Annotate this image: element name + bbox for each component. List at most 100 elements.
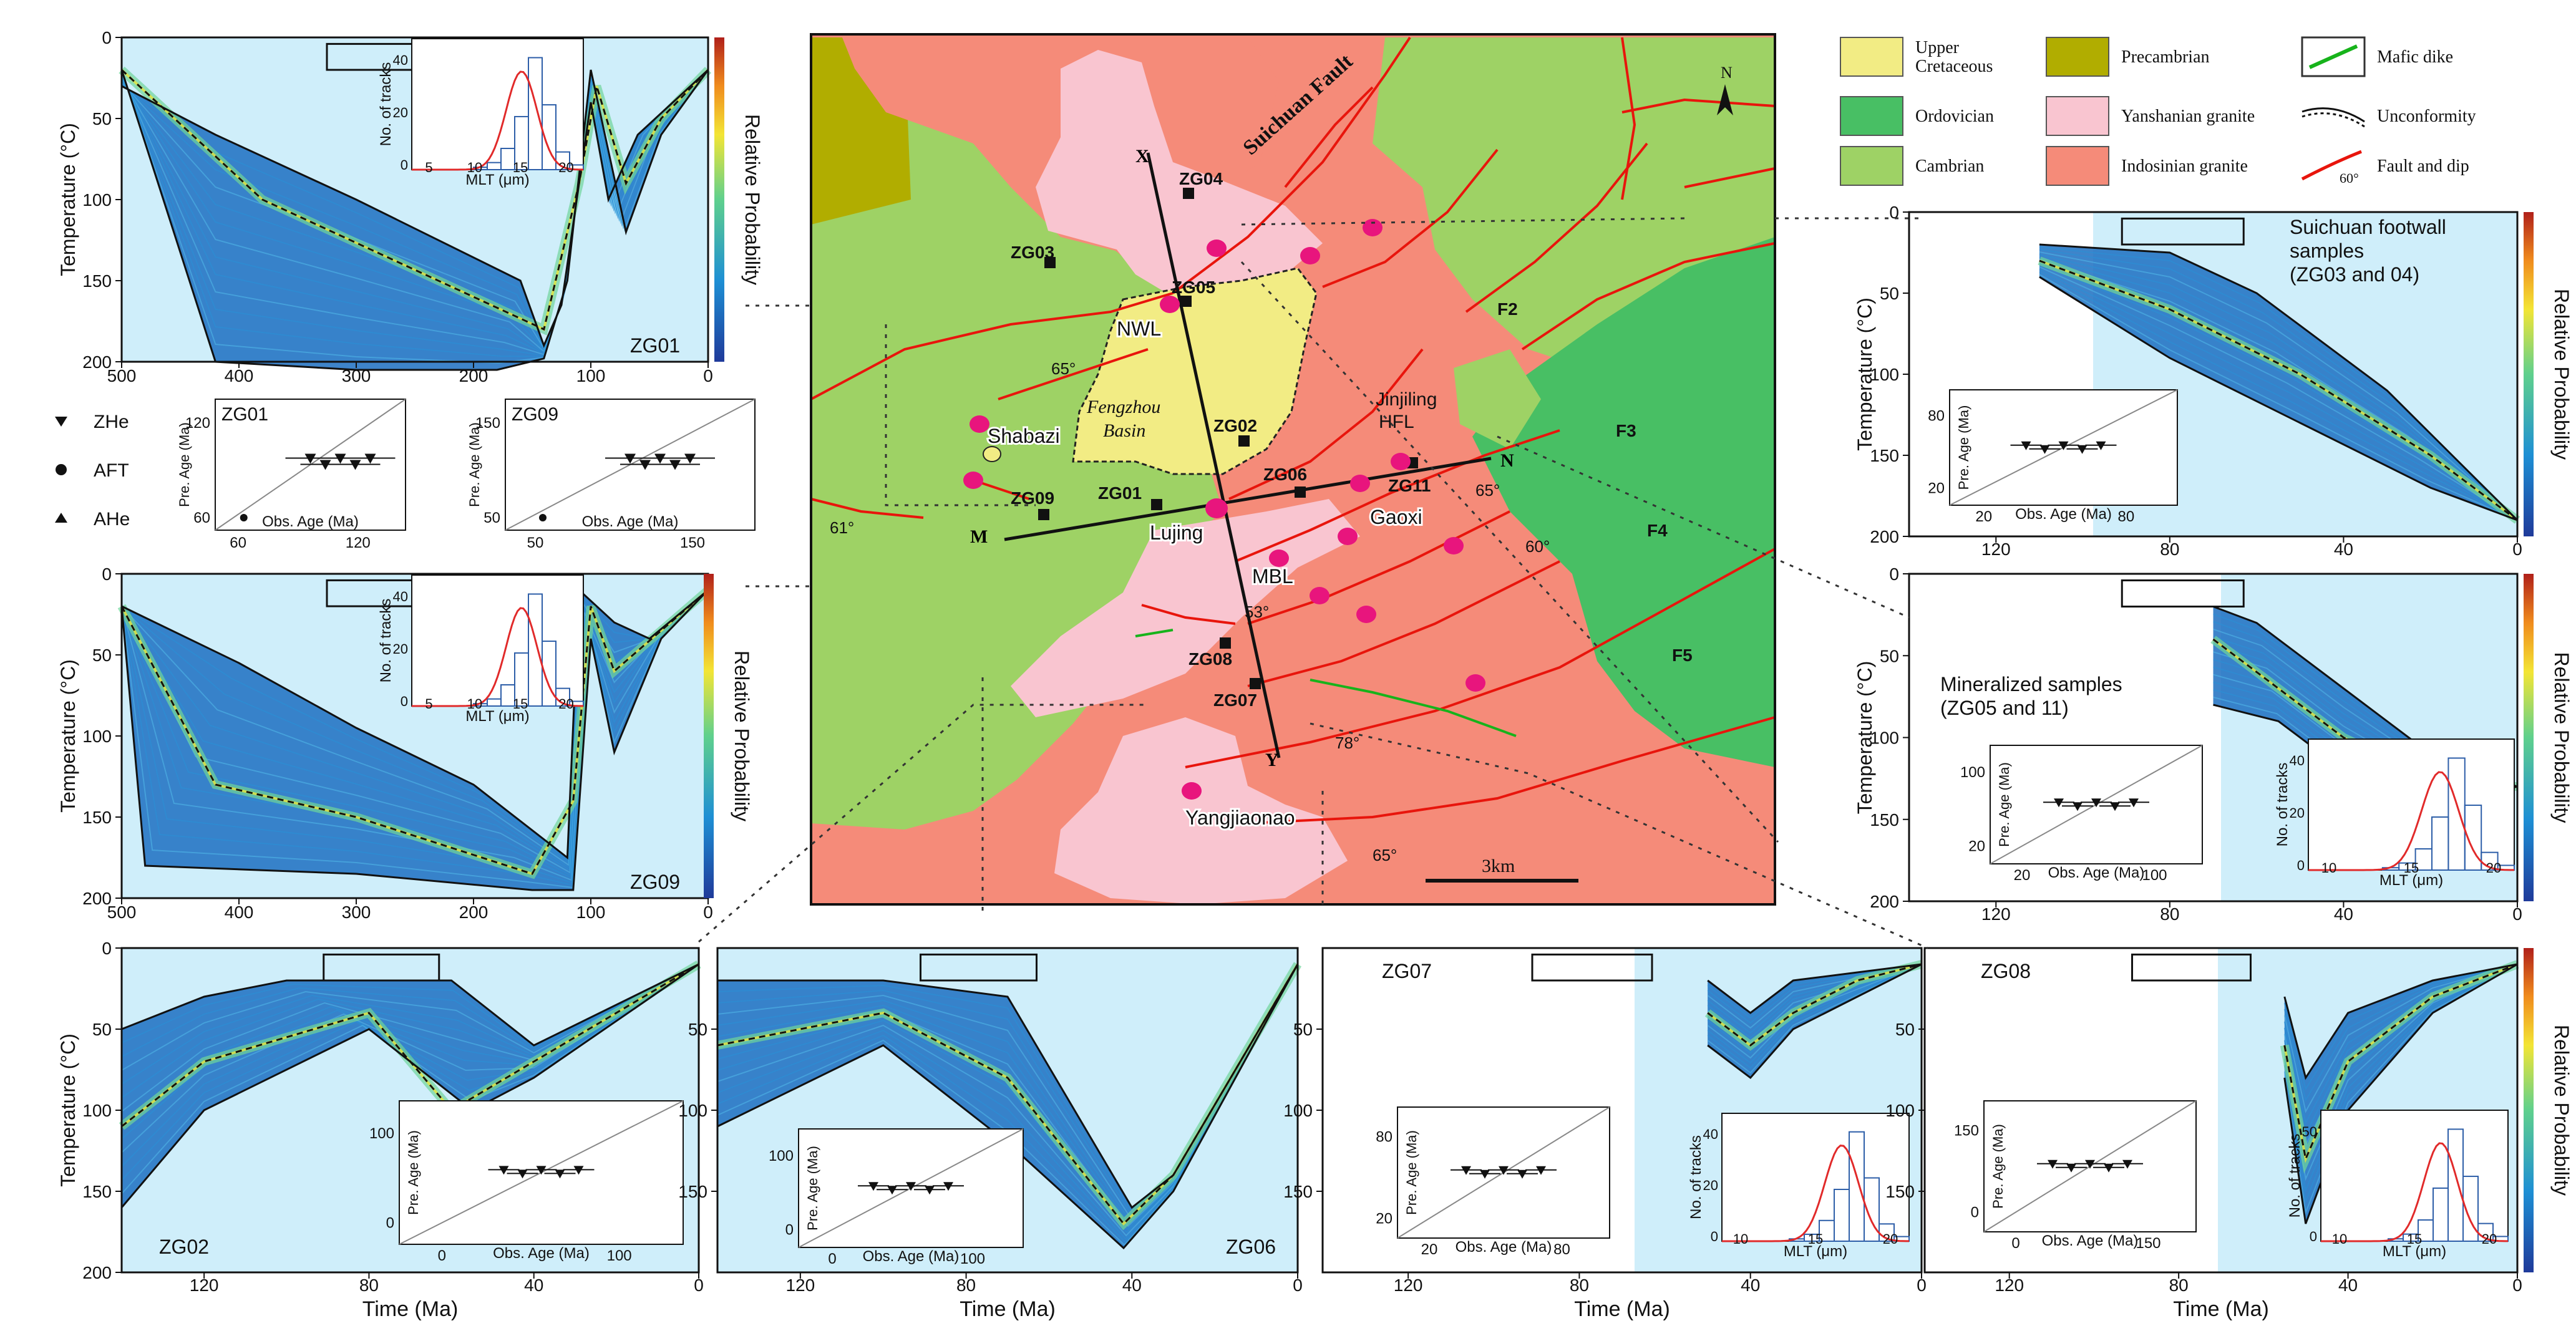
age-plot-y-tick: 150 xyxy=(475,415,500,432)
age-plot-y-title: Pre. Age (Ma) xyxy=(467,422,482,507)
x-tick-label: 40 xyxy=(2338,1275,2358,1295)
y-tick-label: 200 xyxy=(1870,892,1899,911)
svg-text:ZG04: ZG04 xyxy=(1179,169,1223,188)
x-tick-label: 80 xyxy=(2169,1275,2189,1295)
legend-label: Unconformity xyxy=(2377,107,2476,126)
inset-y-tick: 80 xyxy=(1376,1128,1392,1145)
zhe-marker xyxy=(2091,798,2101,808)
inset-y-tick: 100 xyxy=(769,1148,794,1164)
svg-text:61°: 61° xyxy=(830,518,854,537)
hist-y-tick: 0 xyxy=(401,694,408,709)
x-tick-label: 120 xyxy=(1981,904,2011,924)
inset-x-title: Obs. Age (Ma) xyxy=(493,1245,590,1262)
zhe-marker xyxy=(1499,1166,1509,1175)
legend-label: Fault and dip xyxy=(2377,157,2469,176)
y-tick-label: 100 xyxy=(82,727,112,746)
zhe-marker xyxy=(2058,441,2069,450)
svg-text:53°: 53° xyxy=(1245,603,1269,621)
sample-id-label: ZG06 xyxy=(1226,1236,1276,1258)
hist-x-title: MLT (μm) xyxy=(1784,1243,1847,1260)
legend-label: Mafic dike xyxy=(2377,47,2453,67)
path-streak xyxy=(1707,964,1922,1069)
x-axis-title: Time (Ma) xyxy=(1574,1297,1670,1321)
symbol-legend: ZHe AFT AHe xyxy=(55,412,130,530)
panel-title: (ZG03 and 04) xyxy=(2290,263,2419,286)
legend-label: Ordovician xyxy=(1915,107,1994,126)
y-tick-label: 100 xyxy=(1870,728,1899,748)
hist-bar xyxy=(2462,1176,2479,1242)
hist-frame xyxy=(1721,1113,1910,1242)
y-tick-label: 100 xyxy=(1885,1101,1915,1120)
age-plot-x-tick: 120 xyxy=(346,535,371,551)
svg-text:F2: F2 xyxy=(1497,299,1518,319)
x-tick-label: 200 xyxy=(459,366,488,385)
x-tick-label: 300 xyxy=(342,366,371,385)
mlt-histogram: MLT (μm) No. of tracks 10 15 20 0 20 40 xyxy=(2274,738,2515,889)
zhe-marker xyxy=(2122,1159,2132,1169)
svg-text:AFT: AFT xyxy=(94,460,129,481)
hist-frame xyxy=(411,38,584,170)
x-tick-label: 80 xyxy=(2160,904,2179,924)
faults xyxy=(810,36,1776,825)
aft-marker xyxy=(240,514,248,521)
path-streak xyxy=(121,964,699,1153)
label-nwl: NWL xyxy=(1117,317,1161,340)
expected-path xyxy=(2283,963,2518,1163)
path-streak xyxy=(2283,964,2518,1102)
path-envelope xyxy=(2213,606,2517,803)
legend-swatch xyxy=(1840,146,1903,186)
hist-x-tick: 10 xyxy=(2321,860,2336,876)
expected-path xyxy=(717,964,1299,1226)
inset-x-title: Obs. Age (Ma) xyxy=(2048,864,2145,881)
hist-y-tick: 20 xyxy=(393,105,408,120)
mlt-histogram: MLT (μm) No. of tracks 10 15 20 0 20 40 xyxy=(1688,1113,1910,1260)
svg-text:78°: 78° xyxy=(1335,733,1359,752)
zhe-marker xyxy=(639,460,651,470)
zhe-marker xyxy=(2077,445,2088,454)
zhe-marker xyxy=(1536,1166,1546,1175)
hist-fit-curve xyxy=(2321,1142,2508,1242)
age-plot-x-title: Obs. Age (Ma) xyxy=(262,513,359,530)
hist-x-tick: 20 xyxy=(2486,860,2501,876)
envelope-lower xyxy=(120,963,699,1208)
inset-x-title: Obs. Age (Ma) xyxy=(2015,506,2112,523)
label-m: M xyxy=(970,526,988,547)
colorbar-label: Relative Probability xyxy=(731,651,753,821)
inset-y-title: Pre. Age (Ma) xyxy=(805,1146,820,1231)
x-axis-title: Time (Ma) xyxy=(362,1297,459,1321)
shabazi-basin xyxy=(983,446,1001,462)
svg-text:65°: 65° xyxy=(1051,359,1076,378)
path-streak xyxy=(2039,269,2518,521)
hist-x-tick: 10 xyxy=(2332,1231,2347,1247)
zhe-marker xyxy=(943,1182,953,1191)
hist-bar xyxy=(2464,805,2482,871)
zhe-marker xyxy=(517,1169,528,1179)
best-fit-core xyxy=(2039,259,2519,521)
inset-x-tick: 20 xyxy=(1975,508,1992,525)
hist-x-title: MLT (μm) xyxy=(465,708,529,725)
envelope-upper xyxy=(1707,963,1922,1014)
hist-y-tick: 0 xyxy=(401,157,408,173)
aft-symbol xyxy=(56,464,67,475)
inset-y-tick: 100 xyxy=(1960,764,1985,781)
x-tick-label: 80 xyxy=(956,1275,976,1295)
panel-title: Suichuan footwall xyxy=(2290,216,2446,238)
path-streak xyxy=(2039,251,2518,521)
hist-x-title: MLT (μm) xyxy=(2383,1243,2446,1260)
hist-y-title: No. of tracks xyxy=(1688,1135,1704,1219)
y-tick-label: 150 xyxy=(1870,810,1899,830)
y-tick-label: 200 xyxy=(1870,527,1899,546)
colorbar xyxy=(714,37,724,362)
x-tick-label: 200 xyxy=(459,903,488,922)
zhe-marker xyxy=(2073,802,2083,811)
zhe-marker xyxy=(2096,441,2106,450)
hist-y-tick: 40 xyxy=(1703,1126,1718,1142)
hist-x-tick: 15 xyxy=(513,160,528,175)
zhe-marker xyxy=(887,1186,897,1195)
legend-label: Precambrian xyxy=(2121,47,2210,67)
mlt-histogram: MLT (μm) No. of tracks 5 10 15 20 0 20 40 xyxy=(377,38,584,188)
inset-y-title: Pre. Age (Ma) xyxy=(406,1130,421,1215)
